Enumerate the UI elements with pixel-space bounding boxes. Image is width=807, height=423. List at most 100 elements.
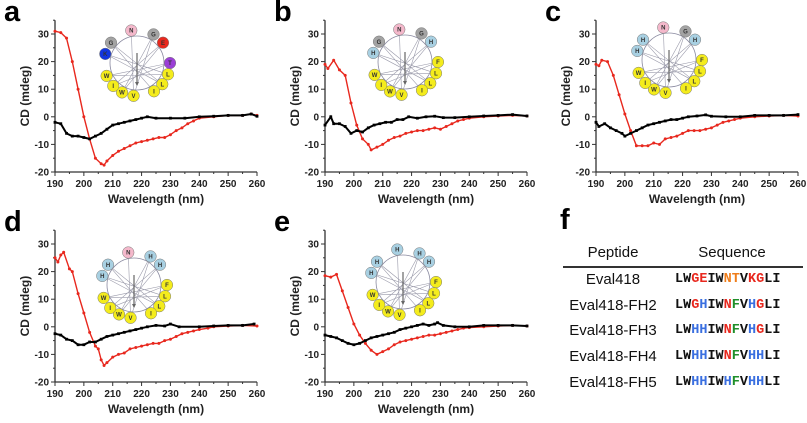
y-tick-label: 10 [38, 295, 50, 306]
data-point [398, 328, 402, 331]
residue: I [707, 349, 716, 365]
wheel-residue: N [657, 21, 670, 34]
data-point [727, 119, 731, 123]
residue-letter: L [428, 81, 432, 87]
wheel-residue: W [647, 83, 661, 96]
header-peptide: Peptide [587, 244, 639, 261]
residue-letter: L [434, 71, 438, 77]
data-point [99, 131, 103, 135]
residue-letter: H [417, 252, 421, 258]
y-tick-label: -20 [35, 168, 50, 179]
data-point [511, 324, 514, 327]
residue: E [699, 272, 708, 287]
x-tick-label: 230 [162, 389, 179, 400]
residue-letter: L [160, 82, 164, 88]
data-point [329, 115, 333, 119]
wheel-residue: I [413, 304, 427, 317]
data-point [695, 114, 699, 118]
axes: -20 -10 0 10 20 30 190 200 210 220 230 240 250 260 Wav… [288, 19, 536, 206]
y-tick-label: 30 [38, 30, 50, 41]
data-point [76, 292, 80, 296]
residue-letter: W [116, 313, 122, 319]
wheel-residue: L [688, 75, 701, 88]
panel-label: d [4, 206, 22, 238]
data-point [597, 64, 601, 68]
residue: K [747, 272, 757, 287]
data-point [606, 60, 610, 64]
data-point [116, 352, 120, 356]
cd-chart: -20 -10 0 10 20 30 190 200 210 220 230 240 250 260 Wav… [18, 19, 266, 206]
data-point [94, 134, 97, 138]
wheel-residue: G [104, 36, 118, 49]
x-tick-label: 230 [162, 179, 179, 190]
cd-chart: -20 -10 0 10 20 30 190 200 210 220 230 240 250 260 Wav… [288, 19, 536, 206]
wheel-residue: H [144, 250, 157, 263]
data-point [733, 118, 737, 122]
header-sequence: Sequence [698, 244, 766, 261]
data-point [93, 344, 97, 348]
wheel-residue: I [415, 84, 429, 97]
residue-letter: W [104, 74, 110, 80]
residue: L [675, 374, 684, 390]
peptide-sequence: LWGHIWNFVHGLI [675, 298, 780, 313]
residue-letter: W [385, 310, 391, 316]
residue: I [707, 297, 716, 313]
x-tick-label: 260 [249, 179, 266, 190]
residue-letter: H [375, 260, 379, 266]
residue-letter: N [126, 251, 130, 257]
data-point [346, 341, 350, 345]
residue-letter: L [692, 79, 696, 85]
data-point [323, 62, 327, 66]
data-point [338, 122, 341, 126]
panel-c: -20 -10 0 10 20 30 190 200 210 220 230 240 250 260 Wav… [541, 0, 807, 213]
residue: G [756, 297, 765, 313]
data-point [669, 118, 673, 121]
data-point [326, 67, 330, 70]
residue-letter: H [158, 263, 162, 269]
data-point [177, 325, 181, 329]
data-point [433, 126, 437, 130]
wheel-residue: V [127, 89, 140, 102]
wheel-residue: L [429, 67, 443, 80]
residue: W [683, 323, 692, 339]
peptide-name: Eval418-FH5 [569, 373, 657, 391]
data-point [450, 329, 454, 333]
residue-letter: L [426, 301, 430, 307]
data-point [395, 118, 399, 121]
wheel-residue: N [125, 24, 138, 37]
axes: -20 -10 0 10 20 30 190 200 210 220 230 240 250 260 Wav… [18, 229, 266, 416]
data-point [709, 126, 713, 130]
cd-chart: -20 -10 0 10 20 30 190 200 210 220 230 240 250 260 Wav… [288, 229, 536, 416]
x-tick-label: 250 [761, 179, 778, 190]
data-point [105, 361, 109, 365]
wheel-residue: W [368, 68, 381, 81]
data-point [62, 250, 66, 254]
data-point [594, 62, 598, 66]
data-point [441, 324, 445, 327]
residue: G [756, 323, 765, 339]
data-point [128, 347, 132, 351]
series-black [323, 321, 529, 347]
residue: H [699, 349, 708, 365]
residue: G [756, 272, 765, 287]
residue: W [715, 374, 724, 390]
y-tick-label: 0 [43, 322, 49, 333]
data-point [363, 341, 367, 345]
data-point [623, 134, 627, 138]
residue: V [739, 323, 748, 339]
y-tick-label: -10 [305, 350, 320, 361]
residue-letter: F [436, 60, 440, 66]
residue-letter: I [153, 89, 155, 95]
residue: L [675, 272, 684, 287]
y-axis-label: CD (mdeg) [288, 276, 302, 337]
data-point [255, 324, 259, 328]
residue-letter: H [395, 248, 399, 254]
series-black [53, 112, 259, 141]
data-point [407, 115, 411, 119]
wheel-residue: G [372, 35, 386, 48]
data-point [438, 332, 442, 336]
residue: G [691, 297, 700, 313]
data-point [186, 122, 190, 126]
axes: -20 -10 0 10 20 30 190 200 210 220 230 240 250 260 Wav… [559, 19, 807, 206]
data-point [186, 330, 190, 334]
